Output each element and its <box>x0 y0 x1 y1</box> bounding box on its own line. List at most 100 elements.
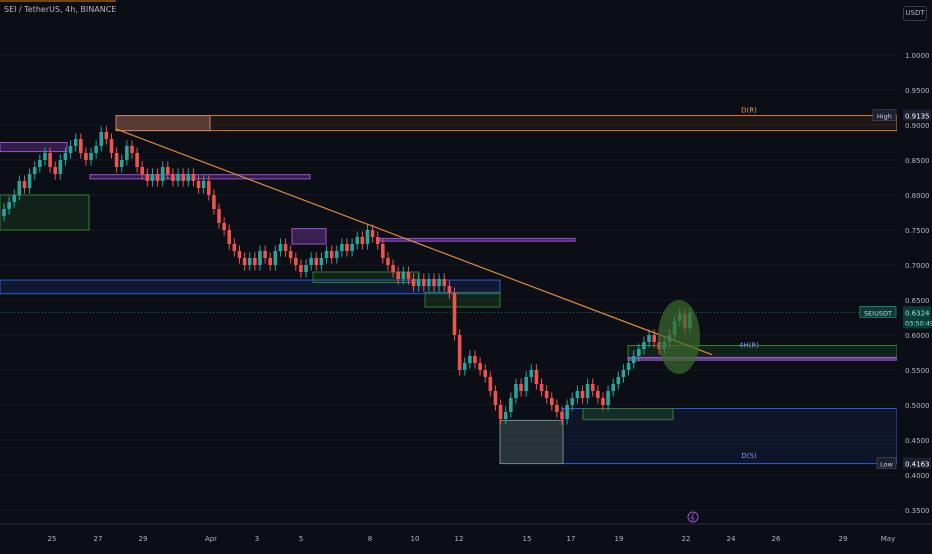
candle-body <box>401 272 406 279</box>
candle-body <box>514 384 518 398</box>
time-tick-label: 8 <box>368 535 372 543</box>
time-axis[interactable]: 25 27 29 Apr 3 5 8 10 12 15 17 19 22 24 26 29 May <box>0 523 932 543</box>
price-tick-label: 0.5500 <box>905 367 930 375</box>
candle-body <box>258 251 262 265</box>
support-origin-block <box>499 419 564 465</box>
candle-body <box>652 335 656 342</box>
candle-body <box>130 146 134 153</box>
candle-body <box>324 251 329 258</box>
candle-body <box>299 265 303 272</box>
time-tick-label: 22 <box>682 535 691 543</box>
time-tick-label: 12 <box>455 535 464 543</box>
candle-body <box>283 244 288 251</box>
chart-grid <box>0 54 897 511</box>
price-tag-name-text: SEIUSDT <box>864 309 892 317</box>
candle-body <box>12 195 17 202</box>
time-tick-label: May <box>881 535 895 543</box>
time-tick-label: 27 <box>94 535 103 543</box>
price-tag-name-text: Low <box>880 461 893 469</box>
price-countdown: 03:50:49 <box>905 319 932 327</box>
trendline-layer <box>115 128 713 356</box>
candle-body <box>642 342 646 349</box>
candle-body <box>27 174 32 188</box>
candle-body <box>355 237 360 244</box>
price-tag-name <box>872 109 897 121</box>
candle-body <box>32 167 37 174</box>
candle-body <box>585 384 590 398</box>
price-tick-label: 0.6500 <box>905 297 930 305</box>
candle-body <box>534 370 539 384</box>
candle-body <box>375 237 380 244</box>
chart-annotations: D(R) 4H(R) D(S) <box>0 0 897 523</box>
candle-body <box>150 174 155 181</box>
candle-body <box>488 377 493 391</box>
candle-body <box>437 279 441 286</box>
candle-body <box>340 244 344 251</box>
candle-body <box>421 279 426 286</box>
price-tag-value-bg <box>903 457 931 469</box>
candle-body <box>176 174 180 181</box>
candle-body <box>89 153 93 160</box>
candle-body <box>109 139 114 153</box>
price-tick-label: 0.3500 <box>905 507 930 515</box>
candle-body <box>442 279 447 286</box>
candle-body <box>381 244 385 258</box>
candle-body <box>580 391 585 398</box>
candle-body <box>212 195 216 209</box>
candle-body <box>155 174 160 181</box>
currency-button[interactable]: USDT <box>903 6 927 21</box>
candle-body <box>263 251 267 258</box>
candle-body <box>206 181 211 195</box>
candle-body <box>601 398 605 405</box>
candle-body <box>570 398 575 405</box>
purple-zone <box>89 174 311 180</box>
candle-body <box>611 384 616 391</box>
symbol-title: SEI / TetherUS, 4h, BINANCE <box>4 5 117 14</box>
candle-body <box>125 146 129 160</box>
candle-body <box>616 377 621 384</box>
candle-body <box>457 335 462 370</box>
candle-body <box>171 174 175 181</box>
candle-body <box>278 244 283 251</box>
price-tick-label: 0.6000 <box>905 332 930 340</box>
candle-body <box>606 391 610 405</box>
candle-body <box>232 244 237 251</box>
candle-body <box>560 412 564 419</box>
candle-body <box>498 405 503 419</box>
candle-body <box>432 279 436 286</box>
time-tick-label: 25 <box>48 535 57 543</box>
price-tick-label: 0.8000 <box>905 192 930 200</box>
candle-body <box>462 363 467 370</box>
candle-body <box>519 384 523 391</box>
candle-body <box>247 258 252 265</box>
time-tick-label: 3 <box>255 535 259 543</box>
candle-body <box>575 391 580 398</box>
price-tag-value: 0.6324 <box>905 309 930 317</box>
candlestick-series <box>2 126 692 425</box>
candle-body <box>222 223 226 230</box>
candle-body <box>478 363 482 370</box>
candle-body <box>78 139 83 153</box>
zone-label: D(R) <box>741 107 757 115</box>
zone-label: D(S) <box>741 452 757 460</box>
candle-body <box>370 230 375 237</box>
price-tick-label: 0.9500 <box>905 87 930 95</box>
candle-body <box>288 251 293 258</box>
price-tick-label: 0.5000 <box>905 402 930 410</box>
candle-body <box>509 398 513 412</box>
green-zone <box>582 408 674 421</box>
candle-body <box>237 251 242 258</box>
candle-body <box>227 230 232 244</box>
time-tick-label: 17 <box>567 535 576 543</box>
time-tick-label: 29 <box>839 535 848 543</box>
candle-body <box>17 181 22 195</box>
price-axis[interactable]: 1.0000 0.9500 0.9000 0.8500 0.8000 0.7500 0.70… <box>859 0 932 550</box>
candle-body <box>647 335 651 342</box>
candle-body <box>304 265 308 272</box>
candle-body <box>273 251 278 265</box>
candle-body <box>411 279 416 286</box>
candle-body <box>22 181 27 188</box>
candle-body <box>201 181 206 188</box>
